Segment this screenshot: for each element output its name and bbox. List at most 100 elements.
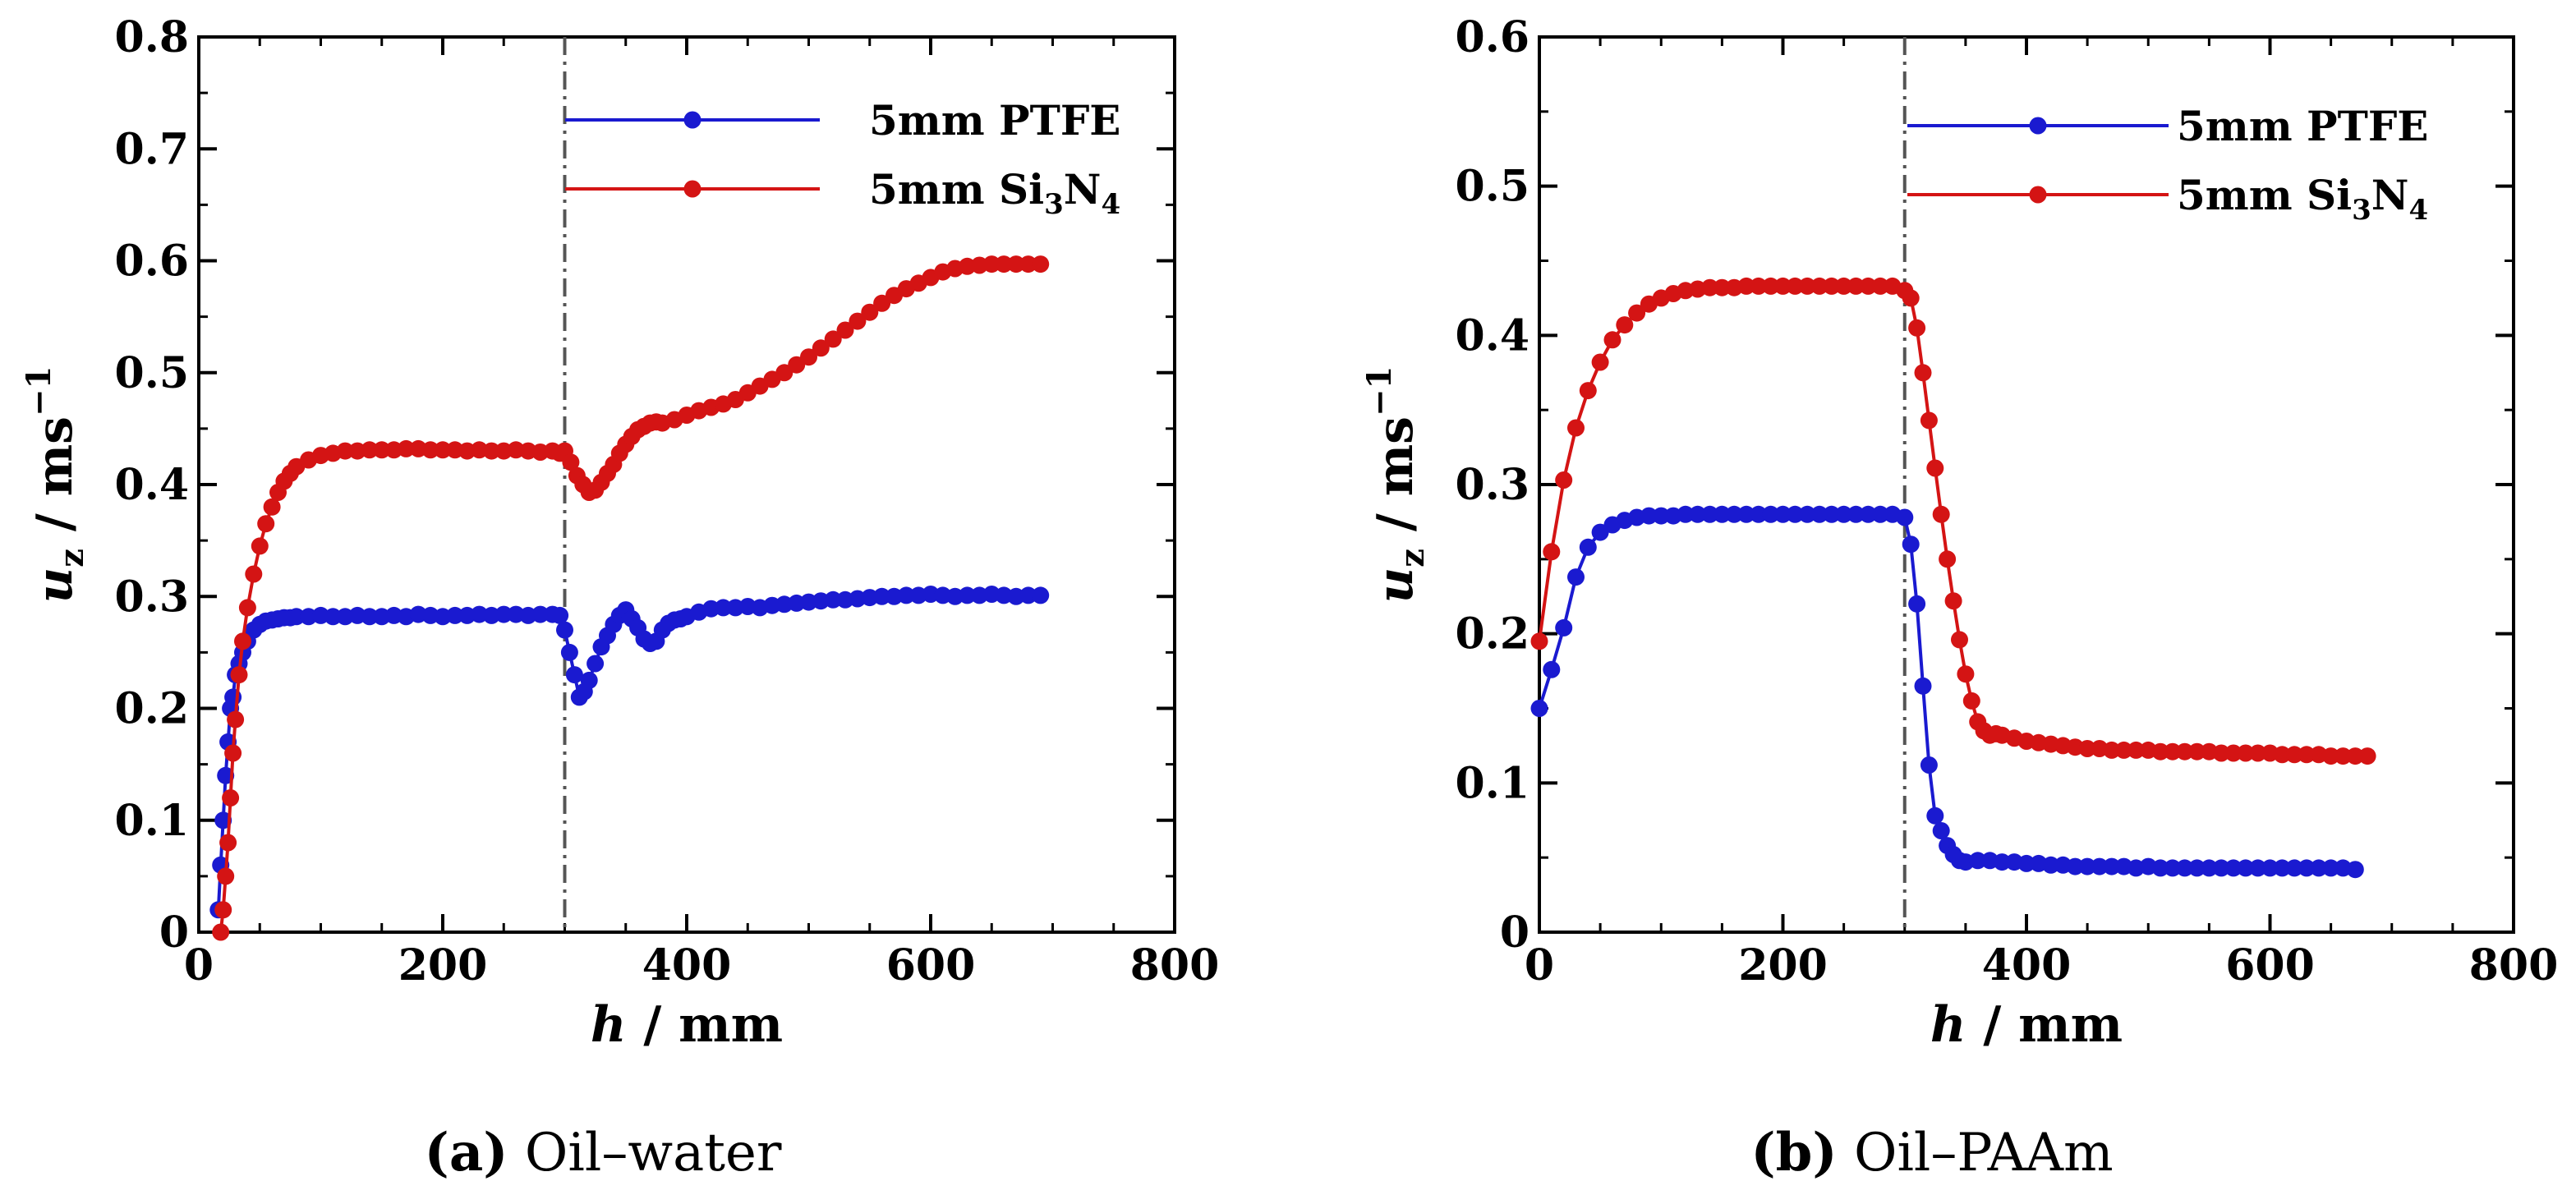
data-point [565, 666, 583, 684]
data-point [562, 453, 580, 471]
data-point [2273, 859, 2291, 877]
data-point [2346, 861, 2364, 879]
x-tick-label: 600 [2225, 940, 2315, 990]
legend: 5mm PTFE 5mm Si3N4 [565, 96, 1120, 221]
data-point [1914, 364, 1932, 382]
y-tick-label: 0.5 [115, 348, 189, 398]
legend-label-sub: 3 [2352, 194, 2371, 227]
series-si3n4 [1530, 277, 2376, 765]
data-point [1567, 419, 1585, 437]
data-point [2176, 742, 2194, 761]
data-point [1567, 568, 1585, 586]
data-point [361, 608, 379, 626]
data-point [2322, 747, 2340, 765]
data-point [1579, 538, 1597, 556]
data-point [2078, 740, 2096, 757]
data-point [230, 666, 248, 684]
y-tick-label: 0.3 [115, 572, 189, 622]
y-tick-label: 0 [1500, 908, 1530, 958]
data-point [1896, 508, 1914, 526]
data-point [873, 294, 891, 312]
data-point [1762, 505, 1780, 523]
data-point [1823, 277, 1841, 295]
data-point [1920, 756, 1938, 774]
data-point [849, 312, 867, 330]
data-point [421, 441, 439, 459]
legend-label-sub: 3 [1044, 188, 1064, 221]
legend-label: 5mm PTFE [2177, 102, 2428, 150]
data-point [1019, 586, 1037, 604]
data-point [1019, 255, 1037, 273]
legend-label-part: 5mm Si [869, 165, 1044, 214]
x-tick-label: 200 [398, 940, 488, 990]
y-tick-label: 0.7 [115, 124, 189, 174]
data-point [2224, 744, 2242, 762]
x-tick-label: 400 [642, 940, 732, 990]
data-point [217, 867, 235, 885]
data-point [2115, 741, 2133, 759]
data-point [2358, 747, 2376, 765]
data-point [775, 364, 794, 382]
data-point [2334, 747, 2352, 765]
x-axis-title: h / mm [591, 996, 783, 1054]
data-point [2176, 859, 2194, 877]
data-point [861, 303, 879, 321]
data-point [2151, 859, 2169, 877]
data-point [1951, 631, 1968, 649]
data-point [2298, 746, 2316, 764]
panel-caption-text: Oil–PAAm [1838, 1123, 2114, 1183]
y-axis-var: u [1367, 568, 1424, 604]
data-point [1713, 505, 1731, 523]
legend-label: 5mm Si3N4 [869, 165, 1120, 221]
data-point [1530, 632, 1548, 650]
data-point [1543, 543, 1561, 561]
data-point [1944, 592, 1962, 610]
data-point [1555, 618, 1573, 636]
data-point [897, 586, 915, 604]
series-ptfe [209, 586, 1050, 919]
data-point [1908, 595, 1926, 613]
data-point [1914, 677, 1932, 695]
data-point [257, 515, 275, 533]
data-point [1652, 507, 1670, 525]
data-point [2310, 859, 2328, 877]
data-point [824, 591, 842, 609]
x-tick-label: 0 [184, 940, 214, 990]
data-point [219, 834, 237, 852]
data-point [224, 744, 242, 762]
data-point [2017, 854, 2036, 872]
data-point [234, 632, 251, 650]
data-point [1835, 277, 1853, 295]
legend: 5mm PTFE 5mm Si3N4 [1907, 102, 2428, 227]
data-point [2346, 747, 2364, 765]
data-point [1774, 277, 1792, 295]
data-point [1957, 665, 1975, 683]
data-point [2285, 859, 2303, 877]
chart-panel-1: 0 200 400 600 800 0 0.1 0.2 0.3 0.4 0.5 0.6 0.7 0.8 5m… [20, 12, 1219, 1183]
y-axis-title: uz / ms−1 [20, 366, 91, 604]
panel-label: (b) [1750, 1122, 1837, 1183]
panel-caption-text: Oil–water [508, 1123, 782, 1183]
data-point [1530, 700, 1548, 717]
data-point [2285, 746, 2303, 764]
data-point [212, 923, 230, 941]
x-tick-label: 200 [1738, 940, 1828, 990]
data-point [1591, 353, 1609, 371]
legend-marker [683, 180, 702, 198]
data-point [1920, 411, 1938, 430]
y-tick-label: 0.1 [115, 796, 189, 846]
y-tick-label: 0 [159, 908, 189, 958]
legend-marker [683, 111, 702, 129]
data-point [2103, 741, 2121, 759]
data-point [2103, 857, 2121, 875]
data-point [556, 621, 573, 639]
data-point [1750, 505, 1768, 523]
data-point [995, 255, 1013, 273]
data-point [1786, 505, 1804, 523]
data-point [2237, 859, 2255, 877]
legend-label-sub: 4 [2409, 194, 2429, 227]
y-tick-label: 0.6 [1456, 12, 1530, 62]
data-point [982, 255, 1000, 273]
y-tick-label: 0.2 [115, 684, 189, 734]
